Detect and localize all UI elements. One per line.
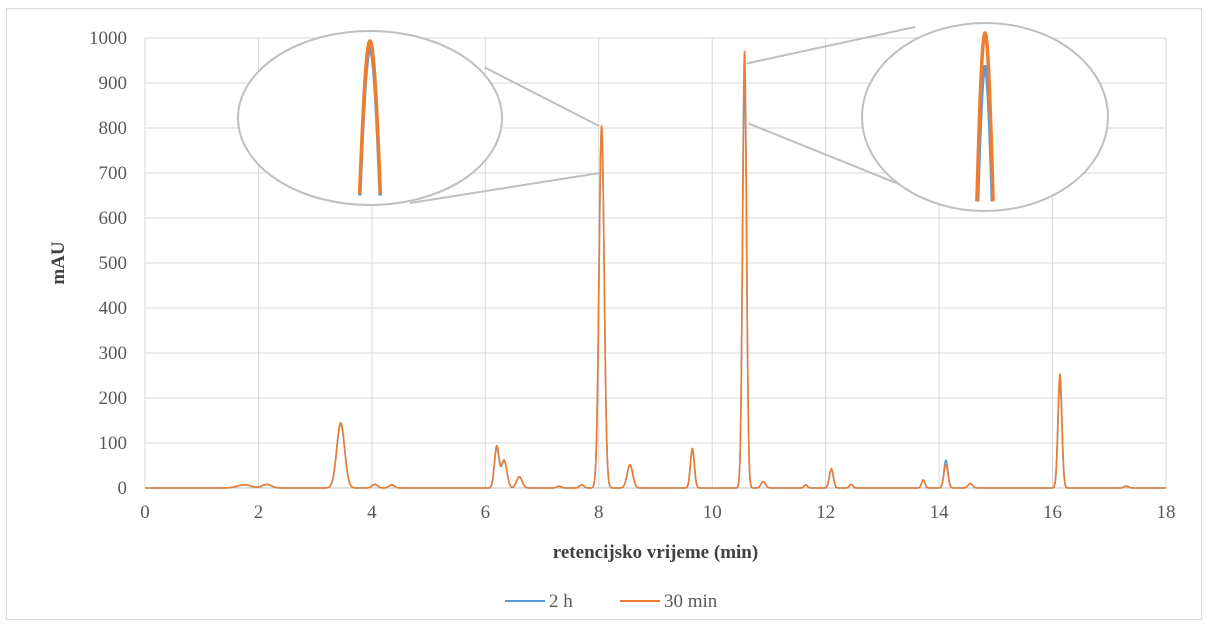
x-tick-label: 12: [816, 502, 835, 523]
x-tick-label: 18: [1157, 502, 1176, 523]
y-tick-label: 800: [99, 118, 128, 139]
x-tick-label: 10: [703, 502, 722, 523]
x-axis-title: retencijsko vrijeme (min): [553, 542, 758, 563]
series-line-30min: [144, 50, 1167, 489]
x-tick-label: 0: [140, 502, 150, 523]
y-tick-label: 700: [99, 163, 128, 184]
legend-item-30min: 30 min: [620, 591, 718, 612]
y-tick-label: 900: [99, 73, 128, 94]
zoom-inset-left: [237, 30, 503, 206]
x-tick-label: 6: [481, 502, 491, 523]
y-tick-label: 200: [99, 388, 128, 409]
y-tick-label: 500: [99, 253, 128, 274]
y-axis-title: mAU: [48, 241, 69, 285]
y-tick-label: 1000: [89, 28, 127, 49]
y-tick-label: 0: [118, 478, 128, 499]
inset-connector-line: [746, 26, 916, 65]
y-tick-label: 400: [99, 298, 128, 319]
inset-series-line-30min: [357, 39, 383, 194]
y-tick-label: 100: [99, 433, 128, 454]
inset-connector-line: [409, 172, 600, 204]
legend-item-2h: 2 h: [505, 591, 573, 612]
zoom-inset-right: [861, 22, 1109, 212]
inset-connector-line: [748, 122, 920, 194]
y-tick-label: 300: [99, 343, 128, 364]
legend-label: 30 min: [664, 591, 718, 612]
inset-series-line-30min: [975, 31, 995, 202]
y-tick-label: 600: [99, 208, 128, 229]
x-tick-label: 8: [594, 502, 604, 523]
inset-connector-line: [484, 66, 600, 127]
x-tick-label: 14: [930, 502, 950, 523]
legend-label: 2 h: [549, 591, 573, 612]
x-tick-label: 2: [254, 502, 264, 523]
x-tick-label: 4: [367, 502, 377, 523]
x-tick-label: 16: [1043, 502, 1062, 523]
